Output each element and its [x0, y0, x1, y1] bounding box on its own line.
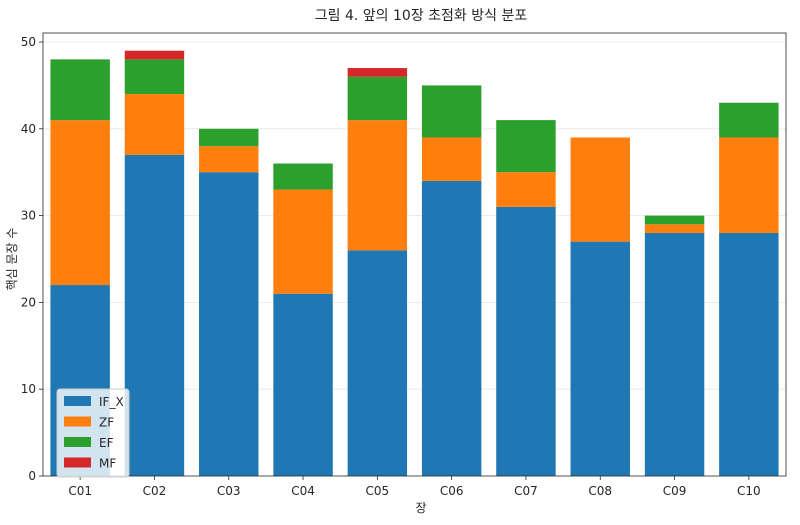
y-tick-label: 20: [21, 295, 36, 309]
bar-segment-if-x-c03: [199, 172, 259, 476]
y-tick-label: 0: [28, 469, 36, 483]
chart-title: 그림 4. 앞의 10장 초점화 방식 분포: [315, 8, 528, 24]
x-tick-label: C08: [588, 484, 612, 498]
bar-segment-ef-c07: [496, 120, 556, 173]
legend-swatch-mf: [64, 457, 91, 468]
x-axis-label: 장: [415, 501, 426, 515]
x-tick-label: C03: [217, 484, 241, 498]
bar-segment-if-x-c05: [347, 250, 408, 476]
legend-label-ef: EF: [99, 436, 114, 450]
y-axis-label: 핵심 문장 수: [5, 228, 19, 291]
bar-segment-if-x-c02: [124, 154, 185, 476]
bar-segment-if-x-c04: [273, 293, 333, 476]
legend-swatch-ef: [64, 437, 91, 447]
bar-segment-mf-c02: [124, 50, 185, 60]
bar-segment-if-x-c08: [570, 241, 630, 476]
legend-label-if-x: IF_X: [99, 395, 124, 409]
bar-segment-if-x-c09: [644, 232, 705, 476]
legend-label-zf: ZF: [99, 416, 114, 430]
bar-segment-ef-c01: [50, 59, 110, 121]
bar-segment-zf-c05: [347, 120, 408, 251]
bar-segment-ef-c09: [644, 215, 705, 225]
bar-segment-mf-c05: [347, 68, 408, 77]
x-tick-label: C09: [663, 484, 687, 498]
bar-segment-ef-c03: [199, 128, 259, 147]
bar-segment-zf-c01: [50, 120, 110, 286]
bar-segment-ef-c10: [719, 102, 779, 138]
x-tick-label: C01: [68, 484, 92, 498]
y-tick-label: 40: [21, 122, 36, 136]
bar-segment-ef-c05: [347, 76, 408, 121]
bar-segment-ef-c06: [421, 85, 482, 138]
bars: [50, 50, 779, 477]
legend-swatch-if-x: [64, 396, 91, 406]
bar-segment-zf-c04: [273, 189, 333, 294]
x-tick-label: C02: [143, 484, 167, 498]
bar-segment-zf-c10: [719, 137, 779, 233]
axes: 0 10 20 30 40 50 C01 C02 C03 C04 C05 C06 C07 C08 C09 C1…: [21, 32, 787, 498]
bar-segment-zf-c09: [644, 224, 705, 233]
y-tick-label: 10: [21, 382, 36, 396]
bar-segment-if-x-c10: [719, 232, 779, 476]
x-tick-label: C05: [366, 484, 390, 498]
bar-segment-if-x-c07: [496, 206, 556, 477]
bar-segment-zf-c02: [124, 94, 185, 155]
bar-segment-zf-c06: [421, 137, 482, 181]
legend-box: [56, 388, 130, 478]
bar-segment-zf-c07: [496, 172, 556, 207]
plot-frame: [42, 32, 787, 477]
x-tick-label: C06: [440, 484, 464, 498]
legend: IF_X ZF EF MF: [56, 388, 130, 478]
y-tick-label: 50: [21, 35, 36, 49]
y-tick-label: 30: [21, 209, 36, 223]
x-tick-label: C10: [737, 484, 761, 498]
legend-swatch-zf: [64, 416, 91, 427]
bar-segment-ef-c02: [124, 59, 185, 95]
bar-segment-ef-c04: [273, 163, 333, 190]
bar-segment-zf-c08: [570, 137, 630, 242]
bar-segment-if-x-c06: [421, 180, 482, 476]
x-tick-label: C04: [291, 484, 315, 498]
x-tick-label: C07: [514, 484, 538, 498]
legend-label-mf: MF: [99, 457, 116, 471]
bar-segment-zf-c03: [199, 146, 259, 173]
